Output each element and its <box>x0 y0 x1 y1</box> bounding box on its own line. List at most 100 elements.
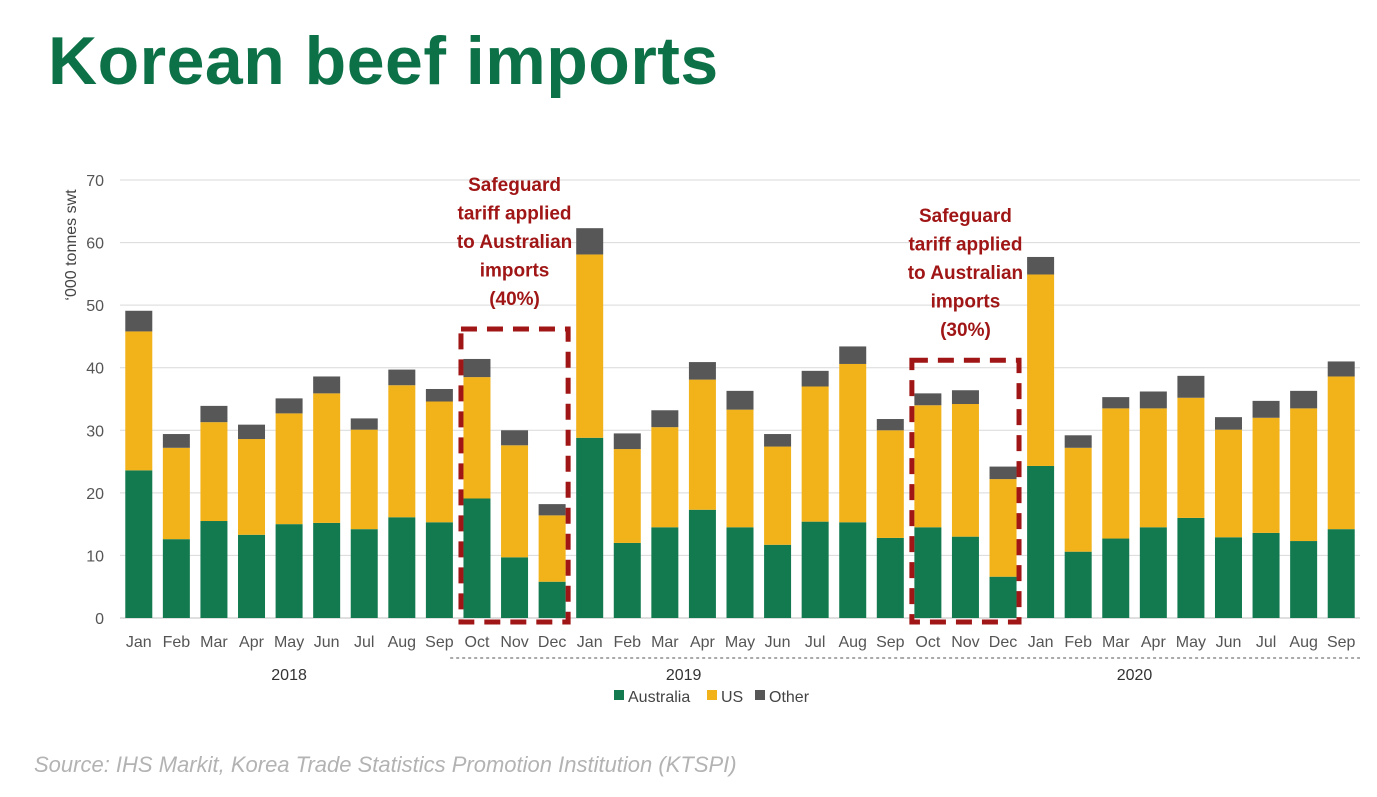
legend-label-other: Other <box>769 689 810 706</box>
y-tick-label: 50 <box>86 298 104 315</box>
bar-australia-16 <box>726 527 754 618</box>
bar-australia-10 <box>501 557 529 618</box>
x-tick-label: May <box>1176 634 1206 651</box>
bar-us-19 <box>839 363 867 523</box>
bar-us-30 <box>1252 417 1280 533</box>
bar-us-24 <box>1027 274 1055 466</box>
bar-us-2 <box>200 422 228 522</box>
bar-australia-15 <box>688 509 716 618</box>
bar-other-6 <box>350 418 378 430</box>
bar-australia-21 <box>914 527 942 618</box>
y-tick-label: 70 <box>86 173 104 190</box>
annotation-2-line: Safeguard <box>919 206 1012 227</box>
bar-other-8 <box>425 388 453 402</box>
x-tick-label: Jun <box>1216 634 1242 651</box>
bar-australia-25 <box>1064 551 1092 618</box>
legend-swatch-australia <box>614 690 624 700</box>
annotation-2-line: imports <box>931 292 1001 313</box>
safeguard-box-2 <box>909 357 1022 625</box>
x-tick-label: Mar <box>200 634 228 651</box>
x-tick-label: Nov <box>500 634 528 651</box>
bar-us-15 <box>688 379 716 510</box>
bar-us-20 <box>876 430 904 538</box>
bar-australia-6 <box>350 529 378 618</box>
annotation-1-line: imports <box>480 260 550 281</box>
x-tick-label: Dec <box>989 634 1017 651</box>
bar-australia-1 <box>162 539 190 618</box>
bar-other-29 <box>1214 417 1242 430</box>
x-tick-label: May <box>274 634 304 651</box>
bar-us-8 <box>425 401 453 523</box>
bar-us-4 <box>275 413 303 525</box>
bar-australia-3 <box>238 534 266 618</box>
x-tick-label: Dec <box>538 634 566 651</box>
x-tick-label: Nov <box>951 634 979 651</box>
year-label-2020: 2020 <box>1117 667 1153 684</box>
bar-us-32 <box>1327 376 1355 530</box>
bar-other-24 <box>1027 256 1055 275</box>
bar-us-16 <box>726 409 754 528</box>
bar-other-11 <box>538 504 566 516</box>
bar-australia-24 <box>1027 465 1055 618</box>
bar-other-28 <box>1177 375 1205 398</box>
bar-australia-26 <box>1102 538 1130 618</box>
page-title: Korean beef imports <box>48 23 719 99</box>
safeguard-box-1 <box>458 326 571 625</box>
legend-swatch-other <box>755 690 765 700</box>
bar-australia-11 <box>538 581 566 618</box>
bar-us-27 <box>1139 408 1167 528</box>
x-tick-label: Sep <box>1327 634 1356 651</box>
source-note: Source: IHS Markit, Korea Trade Statisti… <box>34 752 737 777</box>
bar-other-5 <box>313 376 341 394</box>
bar-us-10 <box>501 445 529 558</box>
x-tick-label: Apr <box>690 634 716 651</box>
bar-other-3 <box>238 424 266 440</box>
bar-other-18 <box>801 370 829 387</box>
x-tick-label: Jan <box>126 634 152 651</box>
bar-us-25 <box>1064 447 1092 552</box>
legend: Australia US Other <box>614 689 810 706</box>
x-tick-label: Jul <box>354 634 374 651</box>
bar-other-23 <box>989 466 1017 480</box>
bar-us-7 <box>388 385 416 518</box>
x-tick-label: Oct <box>465 634 490 651</box>
bar-us-22 <box>951 404 979 537</box>
bar-other-7 <box>388 369 416 386</box>
bar-us-18 <box>801 386 829 522</box>
bar-other-13 <box>613 433 641 450</box>
bar-us-6 <box>350 429 378 530</box>
y-axis-label: ‘000 tonnes swt <box>63 189 80 301</box>
bar-us-0 <box>125 331 153 471</box>
bar-us-21 <box>914 405 942 528</box>
bar-australia-27 <box>1139 527 1167 618</box>
bar-us-29 <box>1214 429 1242 538</box>
bar-other-19 <box>839 346 867 364</box>
y-tick-label: 60 <box>86 236 104 253</box>
bar-australia-17 <box>764 544 792 618</box>
x-tick-label: Feb <box>613 634 641 651</box>
year-label-2018: 2018 <box>271 667 307 684</box>
bar-other-30 <box>1252 400 1280 418</box>
annotations: Safeguard tariff applied to Australian impo… <box>457 175 1023 625</box>
bar-other-22 <box>951 390 979 405</box>
bar-us-17 <box>764 446 792 545</box>
bar-australia-9 <box>463 498 491 618</box>
x-tick-label: Aug <box>1289 634 1317 651</box>
bar-us-26 <box>1102 408 1130 539</box>
x-tick-label: Mar <box>1102 634 1130 651</box>
bar-other-21 <box>914 393 942 406</box>
bar-australia-2 <box>200 521 228 618</box>
bar-australia-29 <box>1214 537 1242 618</box>
x-tick-label: Jan <box>577 634 603 651</box>
bar-us-11 <box>538 515 566 582</box>
x-tick-label: Aug <box>388 634 416 651</box>
bar-australia-23 <box>989 576 1017 618</box>
bar-other-27 <box>1139 391 1167 409</box>
bar-australia-32 <box>1327 529 1355 618</box>
bar-other-9 <box>463 358 491 378</box>
bar-us-14 <box>651 427 679 528</box>
year-label-2019: 2019 <box>666 667 702 684</box>
x-tick-label: Jun <box>765 634 791 651</box>
bar-other-20 <box>876 419 904 431</box>
annotation-2-line: tariff applied <box>908 235 1022 256</box>
